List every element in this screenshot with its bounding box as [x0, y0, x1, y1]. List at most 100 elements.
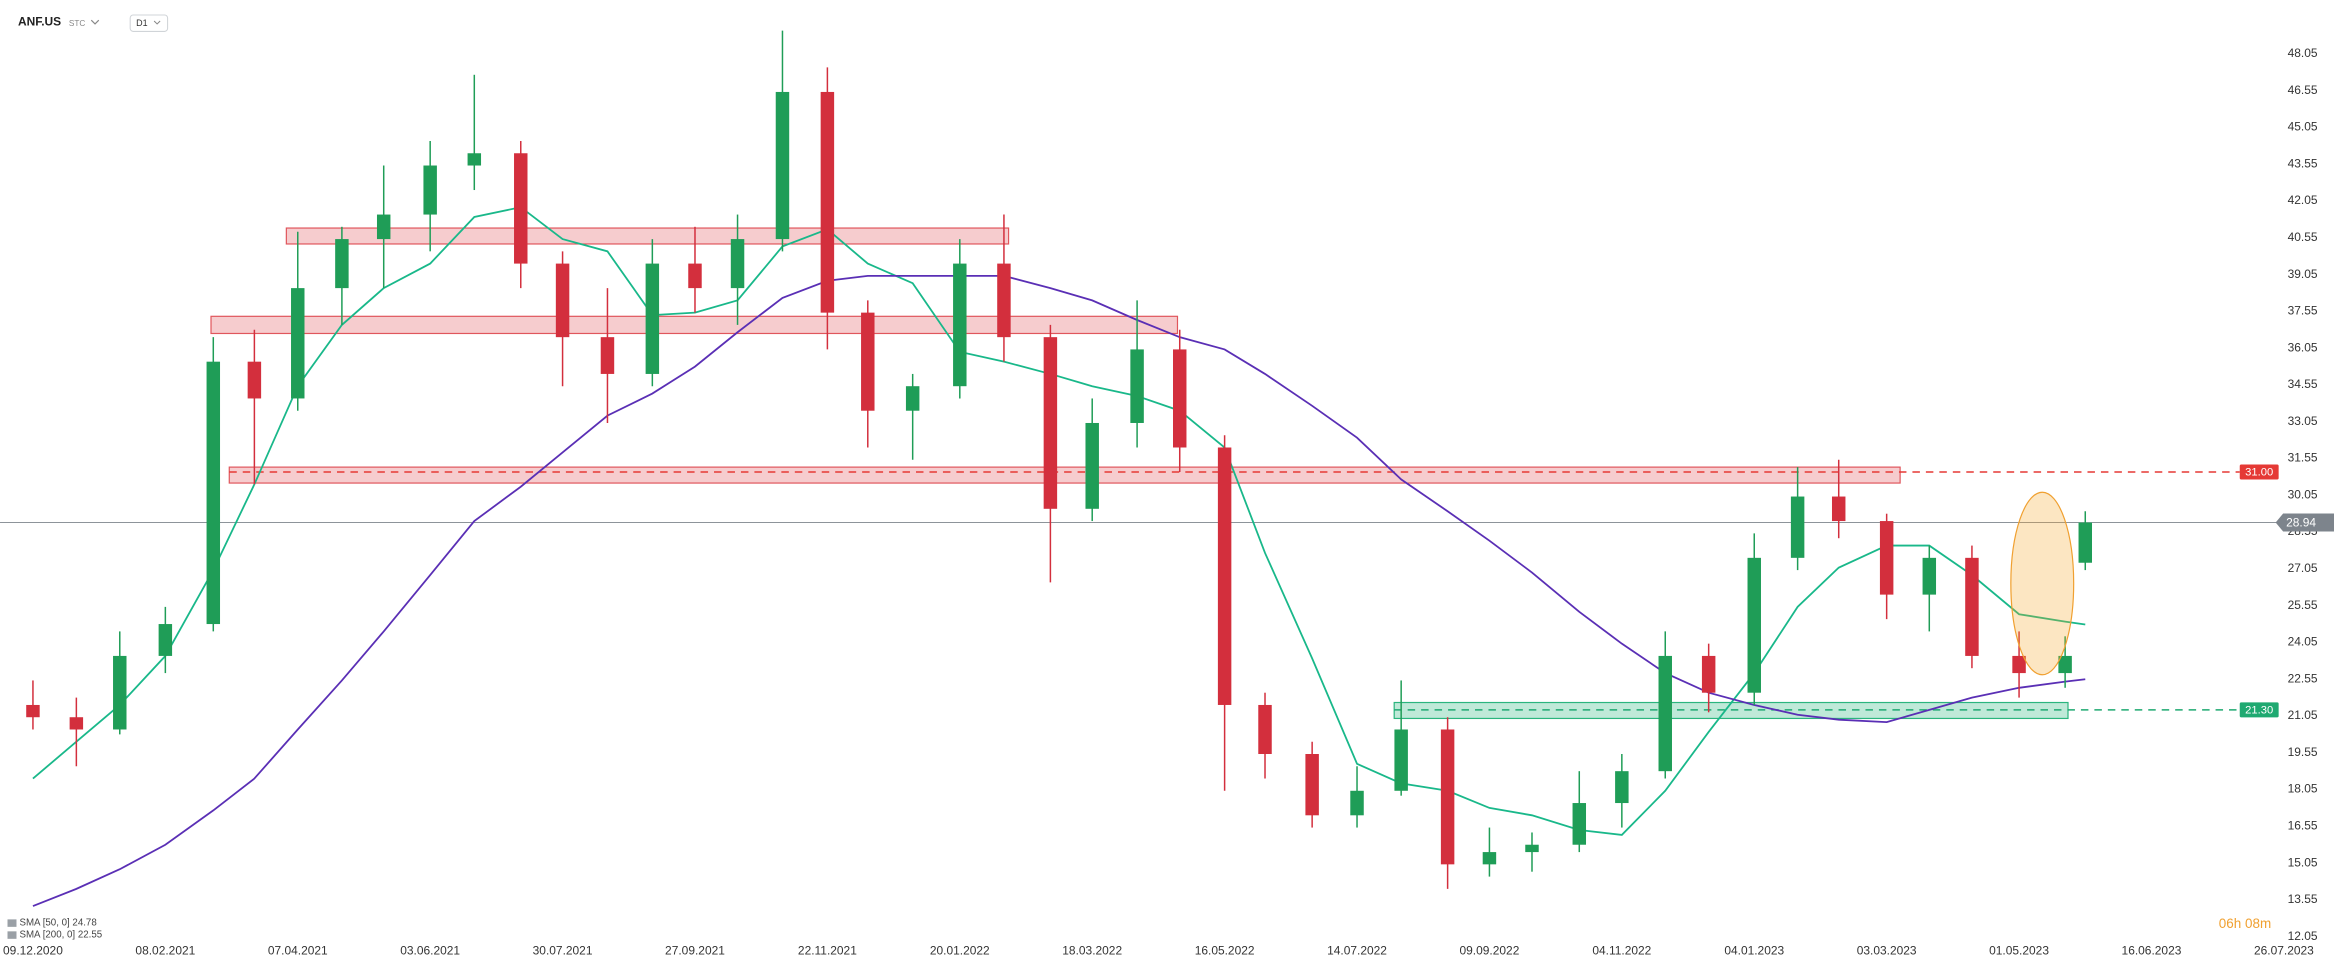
interval-box[interactable]	[129, 14, 169, 32]
candle-body	[645, 263, 660, 374]
candle	[861, 300, 875, 448]
highlight-ellipse	[2010, 491, 2075, 676]
x-tick-label: 03.03.2023	[1857, 944, 1917, 958]
axis: 12.05 13.55 15.05 16.55 18.05 19.55 21.05 22.55…	[3, 46, 2318, 958]
candle-body	[26, 704, 40, 718]
candle	[1525, 832, 1539, 872]
candle	[514, 140, 528, 289]
candle-body	[335, 239, 349, 289]
candle-body	[1658, 655, 1672, 772]
candle	[1965, 545, 1979, 669]
y-tick-label: 13.55	[2288, 892, 2318, 906]
candle	[158, 606, 173, 674]
candle-body	[514, 153, 528, 264]
symbol[interactable]: ANF.US	[18, 15, 61, 29]
candle-body	[1922, 557, 1937, 595]
candle-body	[1394, 729, 1408, 791]
sma-line	[32, 274, 2086, 907]
candle-body	[206, 361, 221, 625]
candle	[1879, 513, 1894, 620]
candle	[1043, 324, 1058, 583]
candle	[1790, 467, 1805, 571]
candle-body	[1482, 852, 1497, 865]
market: STC	[69, 19, 86, 28]
x-tick-label: 20.01.2022	[930, 944, 990, 958]
candle	[1658, 631, 1672, 779]
dropdown-chevron[interactable]	[90, 19, 100, 25]
candle-body	[1525, 844, 1539, 853]
candle-body	[1043, 337, 1058, 509]
candle	[1747, 533, 1761, 705]
candle-body	[1572, 803, 1587, 845]
y-tick-label: 19.55	[2288, 745, 2318, 759]
candle	[1482, 827, 1497, 877]
candle-body	[730, 239, 745, 289]
candle-body	[423, 165, 437, 215]
sma-line	[32, 206, 2086, 836]
candle	[423, 140, 437, 252]
y-tick-label: 30.05	[2288, 487, 2318, 501]
candle-body	[247, 361, 262, 399]
candle	[1217, 435, 1232, 791]
legend-icon	[7, 931, 17, 939]
candle	[376, 165, 391, 289]
y-tick-label: 21.05	[2288, 708, 2318, 722]
candle	[467, 74, 482, 191]
x-tick-label: 26.07.2023	[2254, 944, 2314, 958]
candle	[1350, 766, 1364, 828]
candle	[1572, 771, 1587, 853]
level-tag-label: 31.00	[2245, 467, 2273, 479]
candle-body	[291, 288, 305, 399]
candle-body	[1831, 496, 1846, 522]
candle-body	[467, 153, 482, 166]
candle	[953, 239, 967, 399]
candle	[1085, 398, 1099, 522]
y-tick-label: 48.05	[2288, 46, 2318, 60]
candle-body	[2012, 655, 2026, 674]
candle-body	[688, 263, 702, 289]
candle-body	[1965, 557, 1979, 656]
candle	[1922, 545, 1937, 632]
y-tick-label: 16.55	[2288, 818, 2318, 832]
candle-body	[113, 655, 127, 730]
legend-label: SMA [200, 0] 22.55	[19, 930, 102, 941]
candle-body	[69, 717, 84, 730]
candle-body	[953, 263, 967, 387]
candle-body	[1747, 557, 1761, 693]
x-tick-label: 18.03.2022	[1062, 944, 1122, 958]
candle-body	[1790, 496, 1805, 558]
x-tick-label: 09.09.2022	[1460, 944, 1520, 958]
candle-body	[775, 91, 790, 240]
y-tick-label: 42.05	[2288, 193, 2318, 207]
y-tick-label: 36.05	[2288, 340, 2318, 354]
y-tick-label: 40.55	[2288, 230, 2318, 244]
candle-body	[1173, 349, 1187, 448]
candle	[1701, 643, 1716, 713]
interval[interactable]: D1	[136, 18, 147, 28]
candle-body	[1701, 655, 1716, 693]
candle-body	[158, 624, 173, 656]
y-tick-label: 27.05	[2288, 561, 2318, 575]
candle	[113, 631, 127, 735]
candle-body	[1258, 704, 1272, 755]
candle-body	[861, 312, 875, 411]
candle-body	[997, 263, 1011, 338]
x-tick-label: 22.11.2021	[798, 944, 857, 958]
x-tick-label: 07.04.2021	[268, 944, 328, 958]
x-tick-label: 03.06.2021	[400, 944, 460, 958]
candle-body	[1305, 754, 1319, 816]
countdown: 06h 08m	[2219, 916, 2271, 931]
legend-label: SMA [50, 0] 24.78	[19, 918, 96, 929]
y-tick-label: 25.55	[2288, 598, 2318, 612]
interval-chevron	[153, 20, 161, 25]
candle-body	[1615, 771, 1629, 804]
candle	[335, 226, 349, 325]
candle	[1440, 717, 1455, 889]
candle-body	[905, 386, 920, 411]
x-tick-label: 14.07.2022	[1327, 944, 1387, 958]
candle	[291, 231, 305, 411]
x-tick-label: 08.02.2021	[135, 944, 195, 958]
